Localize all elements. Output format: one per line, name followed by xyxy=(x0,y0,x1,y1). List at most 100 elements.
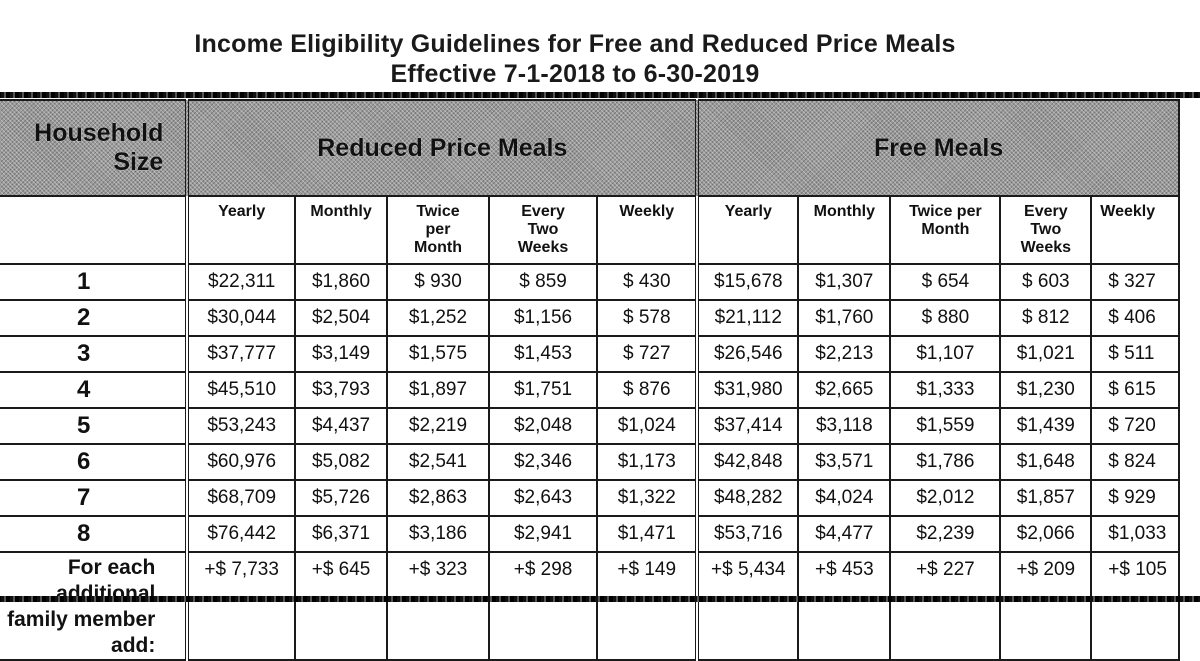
household-size-cell: 3 xyxy=(0,335,189,373)
reduced-additional-cell: +$ 149 xyxy=(596,551,699,661)
col-free-monthly: Monthly xyxy=(797,195,892,265)
eligibility-table: Household Size Reduced Price Meals Free … xyxy=(0,99,1180,661)
additional-label-line2: family member add: xyxy=(7,608,156,657)
free-value-cell: $21,112 xyxy=(695,299,800,337)
free-value-cell: $2,012 xyxy=(889,479,1002,517)
table-bottom-rule xyxy=(0,596,1200,602)
free-value-cell: $ 654 xyxy=(889,263,1002,301)
household-size-subheader xyxy=(0,195,189,265)
group-header-row: Household Size Reduced Price Meals Free … xyxy=(0,99,1180,197)
reduced-value-cell: $37,777 xyxy=(185,335,296,373)
document-title: Income Eligibility Guidelines for Free a… xyxy=(194,30,956,58)
free-value-cell: $ 327 xyxy=(1090,263,1180,301)
reduced-value-cell: $3,186 xyxy=(386,515,490,553)
col-reduced-twice-per-month: Twice per Month xyxy=(386,195,490,265)
reduced-value-cell: $1,252 xyxy=(386,299,490,337)
free-value-cell: $26,546 xyxy=(695,335,800,373)
reduced-value-cell: $53,243 xyxy=(185,407,296,445)
reduced-additional-cell: +$ 7,733 xyxy=(185,551,296,661)
free-additional-cell: +$ 105 xyxy=(1090,551,1180,661)
free-value-cell: $2,665 xyxy=(797,371,892,409)
free-value-cell: $ 720 xyxy=(1090,407,1180,445)
free-value-cell: $1,760 xyxy=(797,299,892,337)
free-value-cell: $31,980 xyxy=(695,371,800,409)
free-additional-cell: +$ 5,434 xyxy=(695,551,800,661)
reduced-value-cell: $5,726 xyxy=(293,479,389,517)
reduced-value-cell: $45,510 xyxy=(185,371,296,409)
reduced-value-cell: $2,219 xyxy=(386,407,490,445)
reduced-value-cell: $2,941 xyxy=(487,515,599,553)
table-row: 6 $60,976 $5,082 $2,541 $2,346 $1,173 $42,848 $… xyxy=(0,443,1180,481)
reduced-value-cell: $2,504 xyxy=(293,299,389,337)
reduced-value-cell: $2,863 xyxy=(386,479,490,517)
col-free-every-two-weeks: Every Two Weeks xyxy=(999,195,1093,265)
col-reduced-yearly: Yearly xyxy=(185,195,296,265)
reduced-value-cell: $4,437 xyxy=(293,407,389,445)
household-size-cell: 4 xyxy=(0,371,189,409)
free-value-cell: $2,066 xyxy=(999,515,1093,553)
free-value-cell: $1,033 xyxy=(1090,515,1180,553)
free-value-cell: $1,857 xyxy=(999,479,1093,517)
free-value-cell: $2,239 xyxy=(889,515,1002,553)
free-value-cell: $1,786 xyxy=(889,443,1002,481)
table-row: 2 $30,044 $2,504 $1,252 $1,156 $ 578 $21,112 $1… xyxy=(0,299,1180,337)
reduced-value-cell: $22,311 xyxy=(185,263,296,301)
free-value-cell: $4,477 xyxy=(797,515,892,553)
household-size-cell: 7 xyxy=(0,479,189,517)
free-value-cell: $1,559 xyxy=(889,407,1002,445)
free-value-cell: $ 603 xyxy=(999,263,1093,301)
reduced-value-cell: $ 430 xyxy=(596,263,699,301)
reduced-value-cell: $1,156 xyxy=(487,299,599,337)
reduced-value-cell: $2,346 xyxy=(487,443,599,481)
free-value-cell: $48,282 xyxy=(695,479,800,517)
reduced-value-cell: $60,976 xyxy=(185,443,296,481)
free-value-cell: $ 406 xyxy=(1090,299,1180,337)
reduced-value-cell: $ 930 xyxy=(386,263,490,301)
reduced-value-cell: $30,044 xyxy=(185,299,296,337)
document-subtitle: Effective 7-1-2018 to 6-30-2019 xyxy=(390,60,760,88)
reduced-value-cell: $ 578 xyxy=(596,299,699,337)
table-top-rule xyxy=(0,92,1200,98)
reduced-value-cell: $1,453 xyxy=(487,335,599,373)
household-size-cell: 1 xyxy=(0,263,189,301)
reduced-value-cell: $2,643 xyxy=(487,479,599,517)
free-value-cell: $53,716 xyxy=(695,515,800,553)
reduced-value-cell: $3,793 xyxy=(293,371,389,409)
column-header-row: Yearly Monthly Twice per Month Every Two… xyxy=(0,195,1180,265)
reduced-value-cell: $ 727 xyxy=(596,335,699,373)
reduced-value-cell: $ 876 xyxy=(596,371,699,409)
free-value-cell: $ 929 xyxy=(1090,479,1180,517)
household-size-cell: 8 xyxy=(0,515,189,553)
reduced-value-cell: $6,371 xyxy=(293,515,389,553)
reduced-value-cell: $5,082 xyxy=(293,443,389,481)
free-additional-cell: +$ 227 xyxy=(889,551,1002,661)
table-row: 3 $37,777 $3,149 $1,575 $1,453 $ 727 $26,546 $2… xyxy=(0,335,1180,373)
reduced-value-cell: $1,024 xyxy=(596,407,699,445)
reduced-value-cell: $76,442 xyxy=(185,515,296,553)
reduced-value-cell: $3,149 xyxy=(293,335,389,373)
free-value-cell: $1,648 xyxy=(999,443,1093,481)
reduced-value-cell: $68,709 xyxy=(185,479,296,517)
free-value-cell: $1,230 xyxy=(999,371,1093,409)
reduced-price-header: Reduced Price Meals xyxy=(185,99,699,197)
col-reduced-weekly: Weekly xyxy=(596,195,699,265)
col-free-weekly: Weekly xyxy=(1090,195,1180,265)
free-additional-cell: +$ 209 xyxy=(999,551,1093,661)
free-value-cell: $ 812 xyxy=(999,299,1093,337)
free-value-cell: $15,678 xyxy=(695,263,800,301)
free-value-cell: $4,024 xyxy=(797,479,892,517)
free-value-cell: $1,307 xyxy=(797,263,892,301)
reduced-value-cell: $1,575 xyxy=(386,335,490,373)
table-row: 5 $53,243 $4,437 $2,219 $2,048 $1,024 $37,414 $… xyxy=(0,407,1180,445)
reduced-additional-cell: +$ 298 xyxy=(487,551,599,661)
free-value-cell: $ 511 xyxy=(1090,335,1180,373)
table-row: 4 $45,510 $3,793 $1,897 $1,751 $ 876 $31,980 $2… xyxy=(0,371,1180,409)
reduced-value-cell: $1,173 xyxy=(596,443,699,481)
table-row: 1 $22,311 $1,860 $ 930 $ 859 $ 430 $15,678 $1,3… xyxy=(0,263,1180,301)
free-value-cell: $37,414 xyxy=(695,407,800,445)
free-value-cell: $ 880 xyxy=(889,299,1002,337)
reduced-value-cell: $1,471 xyxy=(596,515,699,553)
free-meals-header: Free Meals xyxy=(695,99,1180,197)
col-reduced-monthly: Monthly xyxy=(293,195,389,265)
reduced-value-cell: $1,751 xyxy=(487,371,599,409)
